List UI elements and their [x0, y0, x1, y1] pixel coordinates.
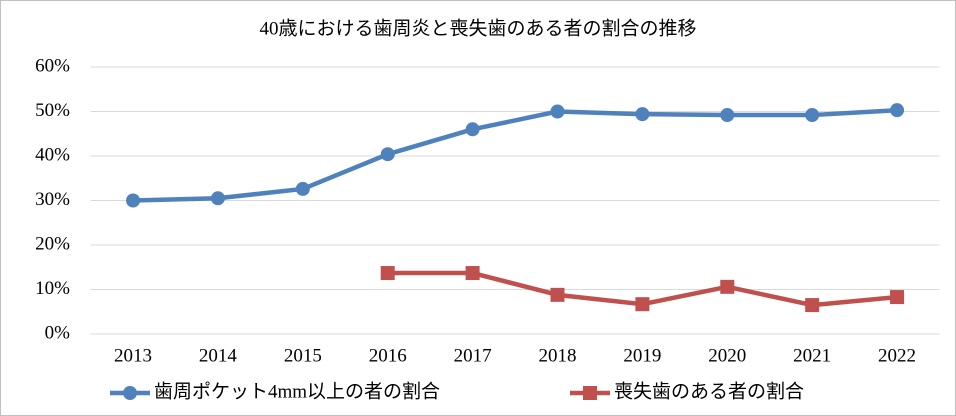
x-tick-label: 2018	[538, 345, 576, 366]
marker	[635, 107, 650, 122]
marker	[465, 122, 480, 137]
marker	[465, 266, 480, 281]
x-tick-label: 2013	[114, 345, 152, 366]
y-tick-label: 0%	[45, 322, 71, 343]
marker	[550, 104, 565, 119]
x-tick-label: 2017	[454, 345, 492, 366]
marker	[295, 181, 310, 196]
y-tick-label: 50%	[35, 100, 70, 121]
x-tick-label: 2014	[199, 345, 238, 366]
marker	[380, 147, 395, 162]
legend-marker	[583, 386, 597, 400]
x-tick-label: 2016	[369, 345, 407, 366]
marker	[550, 287, 565, 302]
x-tick-label: 2019	[623, 345, 661, 366]
legend-marker	[123, 386, 137, 400]
x-tick-label: 2015	[284, 345, 322, 366]
marker	[805, 298, 820, 313]
marker	[126, 193, 141, 208]
x-tick-label: 2021	[793, 345, 831, 366]
marker	[805, 108, 820, 123]
marker	[210, 191, 225, 206]
y-tick-label: 30%	[35, 189, 70, 210]
chart-title: 40歳における歯周炎と喪失歯のある者の割合の推移	[259, 17, 696, 39]
legend-label: 歯周ポケット4mm以上の者の割合	[154, 380, 440, 402]
y-tick-label: 10%	[35, 278, 70, 299]
x-tick-label: 2020	[708, 345, 746, 366]
marker	[890, 290, 905, 305]
marker	[635, 297, 650, 312]
marker	[720, 279, 735, 294]
legend-label: 喪失歯のある者の割合	[614, 380, 804, 402]
marker	[380, 266, 395, 281]
x-tick-label: 2022	[878, 345, 916, 366]
y-tick-label: 60%	[35, 55, 70, 76]
series-line	[132, 107, 898, 203]
y-tick-label: 20%	[35, 233, 70, 254]
marker	[720, 108, 735, 123]
y-tick-label: 40%	[35, 144, 70, 165]
marker	[890, 103, 905, 118]
